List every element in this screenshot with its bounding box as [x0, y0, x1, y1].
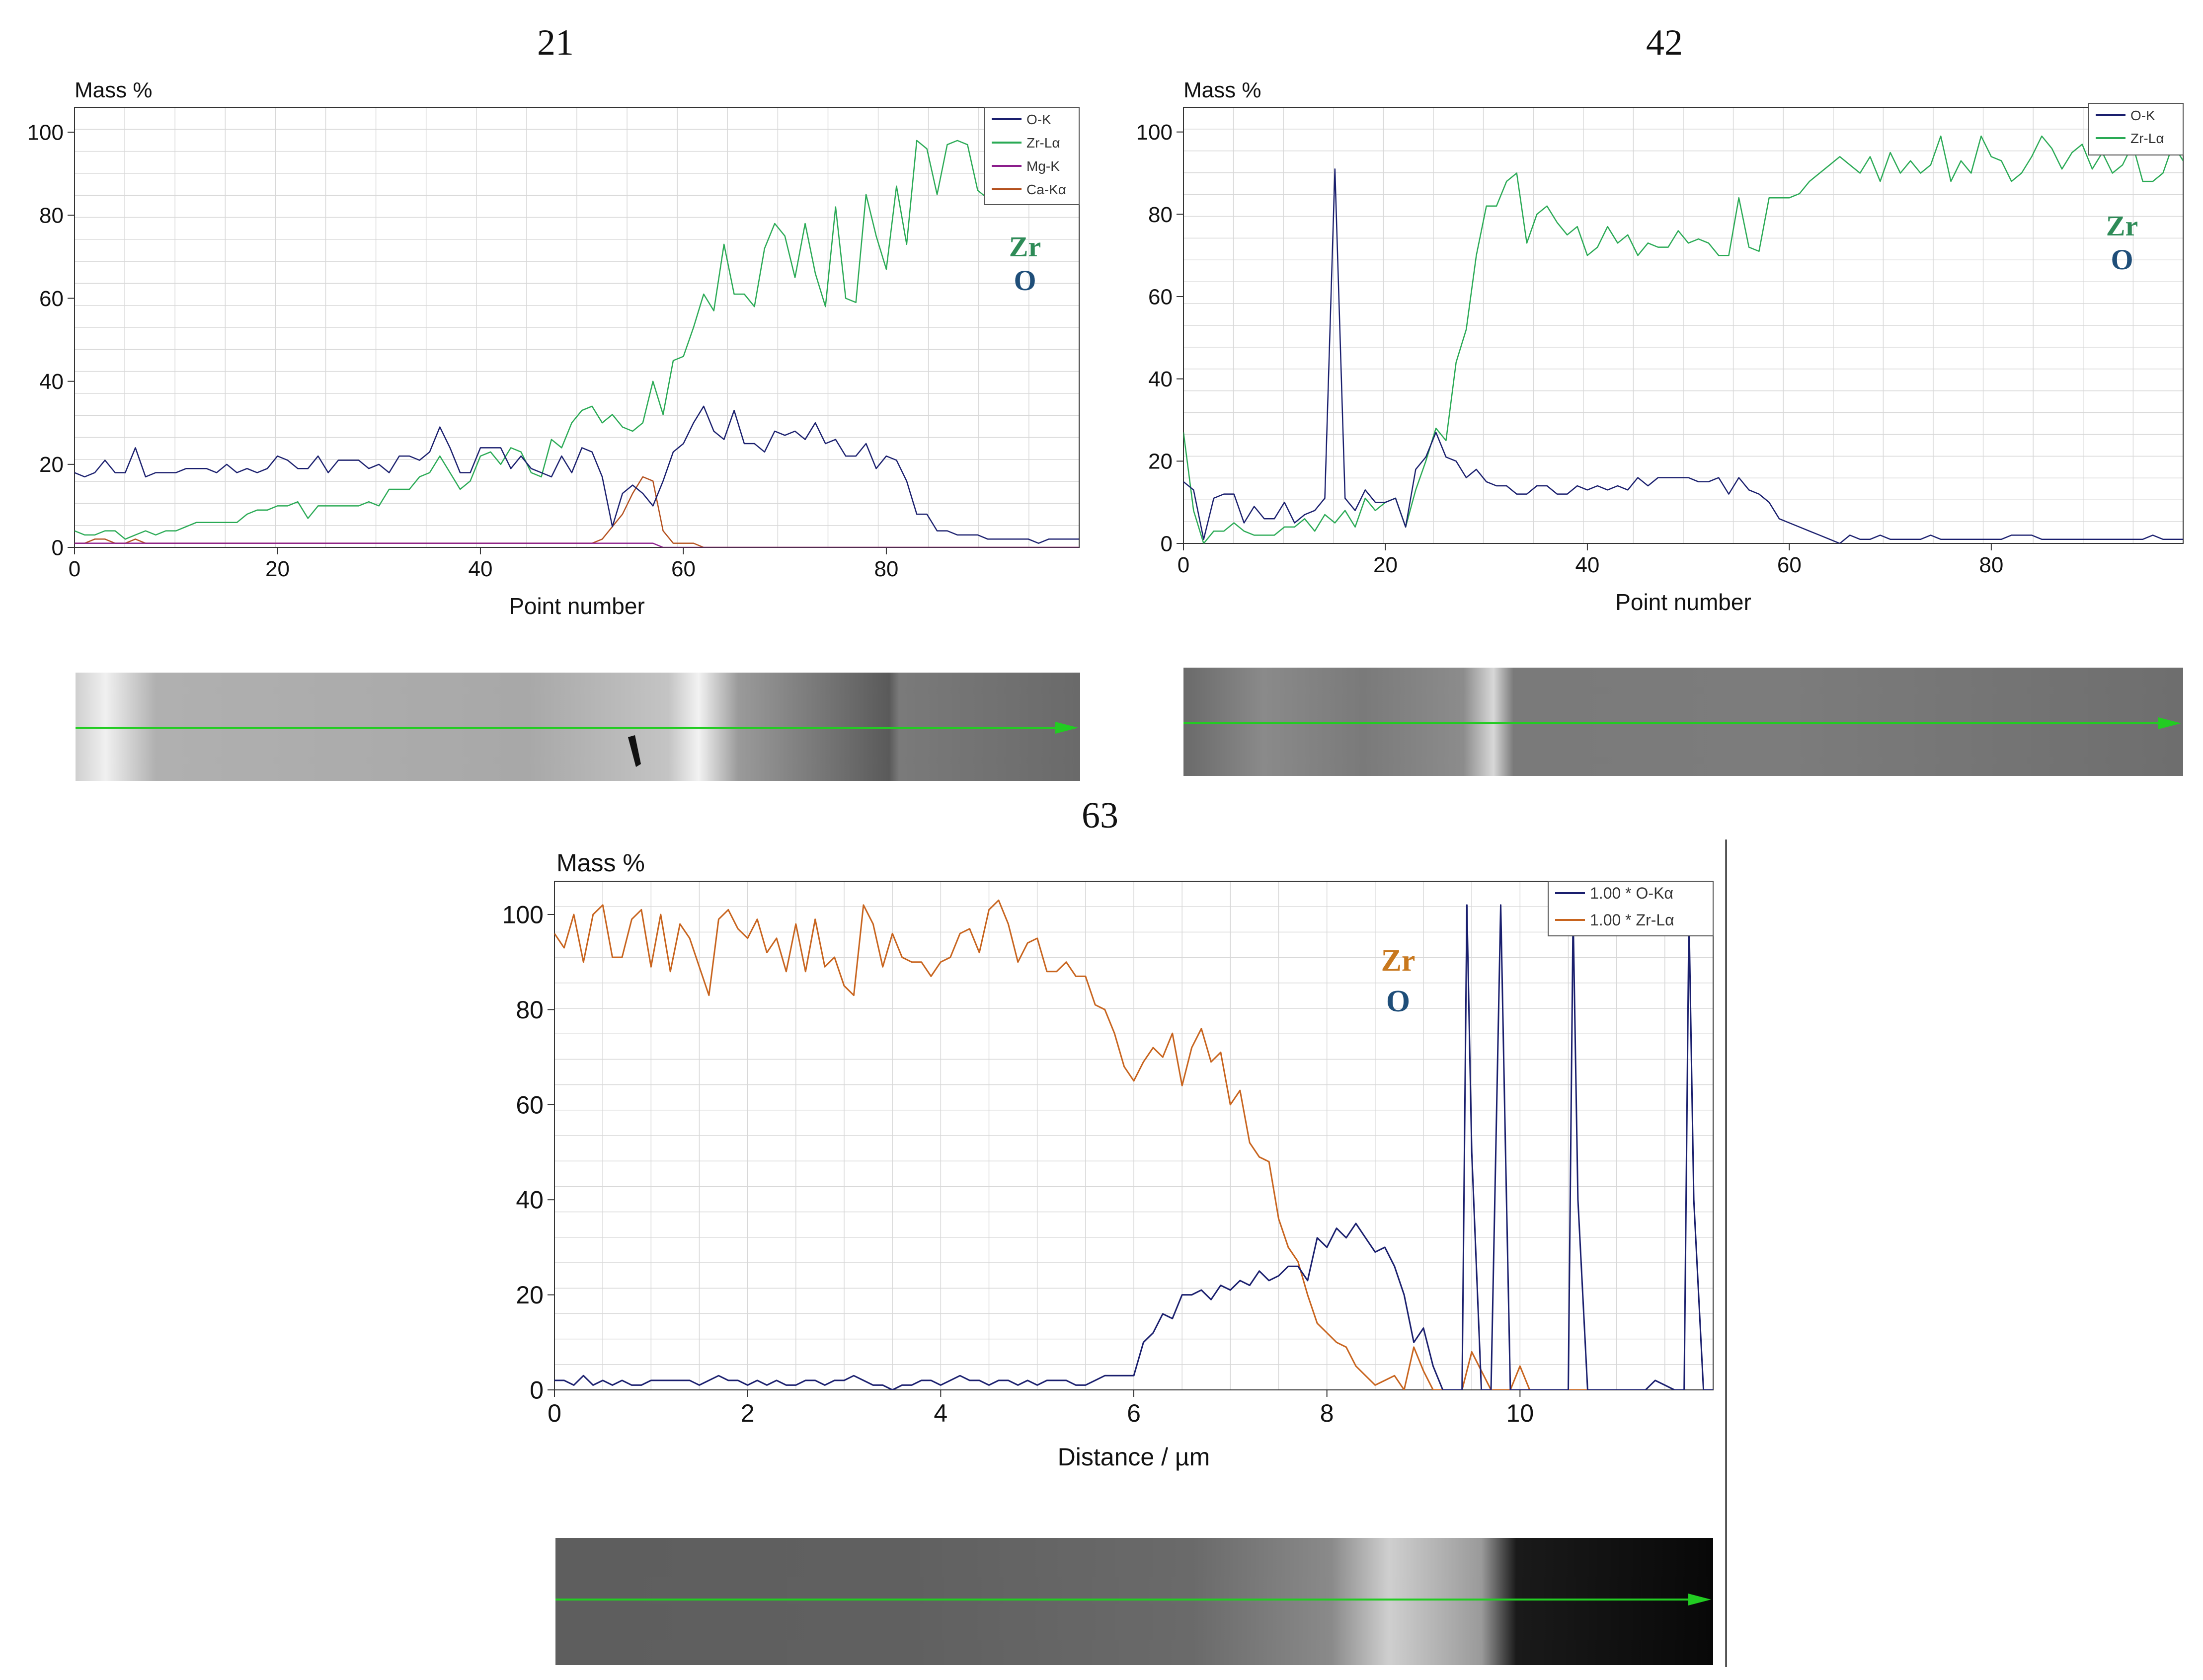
chart-63: 63 Mass % 0 20 40 60 80 100 0 2 4 6 8 10 Distance / µm… — [502, 795, 1714, 1471]
x-tick-label: 80 — [1979, 553, 2003, 577]
y-axis-label: Mass % — [75, 78, 152, 102]
scan-line-arrowhead — [1688, 1594, 1711, 1605]
series-line-o-k — [75, 405, 1079, 544]
y-axis-label: Mass % — [1183, 78, 1261, 102]
x-axis-label: Point number — [1615, 589, 1751, 615]
element-label-zr: Zr — [2106, 210, 2138, 242]
x-tick-label: 0 — [69, 557, 80, 581]
x-tick-label: 0 — [548, 1399, 561, 1427]
x-tick-label: 6 — [1127, 1399, 1141, 1427]
x-tick-label: 0 — [1178, 553, 1189, 577]
x-tick-label: 80 — [874, 557, 898, 581]
dark-particle — [628, 735, 641, 767]
element-label-zr: Zr — [1381, 944, 1416, 978]
element-label-zr: Zr — [1009, 230, 1041, 263]
y-tick-label: 20 — [516, 1281, 544, 1309]
legend-label: Zr-Lα — [2130, 131, 2164, 146]
sem-line-scan-image-3 — [555, 1538, 1713, 1665]
x-tick-label: 40 — [468, 557, 492, 581]
series-line-zr-l — [1183, 135, 2183, 543]
series-line-o-k — [1183, 168, 2183, 543]
legend-label: Ca-Kα — [1026, 182, 1066, 197]
element-label-o: O — [1014, 264, 1036, 297]
series-line-o-k — [554, 904, 1713, 1390]
y-tick-label: 20 — [39, 453, 64, 477]
legend-label: O-K — [2130, 108, 2155, 123]
legend-label: 1.00 * O-Kα — [1590, 884, 1673, 902]
x-tick-label: 2 — [741, 1399, 755, 1427]
x-tick-label: 8 — [1320, 1399, 1334, 1427]
y-tick-label: 80 — [1148, 203, 1173, 227]
y-tick-label: 80 — [516, 996, 544, 1024]
y-tick-label: 40 — [39, 370, 64, 394]
legend-label: Mg-K — [1026, 158, 1060, 174]
y-tick-label: 100 — [502, 901, 544, 928]
legend-label: Zr-Lα — [1026, 135, 1060, 151]
y-tick-label: 20 — [1148, 450, 1173, 474]
y-tick-label: 60 — [39, 287, 64, 311]
x-tick-label: 60 — [1777, 553, 1802, 577]
y-tick-label: 100 — [27, 121, 64, 145]
plot-frame — [1183, 107, 2184, 544]
chart-21: 21 Mass % 0 20 40 60 80 100 0 20 40 60 80 Point numbe… — [27, 22, 1080, 619]
series-line-zr-l — [554, 899, 1617, 1390]
y-tick-label: 0 — [1161, 532, 1173, 556]
x-tick-label: 20 — [265, 557, 290, 581]
panel-title: 21 — [537, 22, 574, 63]
x-axis-label: Point number — [509, 593, 645, 619]
sem-image-background — [555, 1538, 1713, 1665]
legend-label: O-K — [1026, 112, 1051, 127]
x-tick-label: 60 — [671, 557, 696, 581]
y-tick-label: 60 — [1148, 285, 1173, 309]
y-tick-label: 40 — [516, 1186, 544, 1214]
chart-42: 42 Mass % 0 20 40 60 80 100 0 20 40 60 80 Point numbe… — [1136, 22, 2184, 615]
panel-title: 63 — [1082, 795, 1118, 836]
legend: 1.00 * O-Kα 1.00 * Zr-Lα — [1548, 881, 1714, 936]
y-tick-label: 60 — [516, 1091, 544, 1119]
y-axis-label: Mass % — [556, 849, 645, 877]
element-label-o: O — [2111, 243, 2133, 276]
scan-line-arrowhead — [2158, 717, 2181, 729]
x-tick-label: 20 — [1373, 553, 1398, 577]
element-label-o: O — [1386, 985, 1410, 1018]
plot-frame — [74, 107, 1080, 548]
panel-title: 42 — [1646, 22, 1683, 63]
legend-box — [2088, 103, 2184, 155]
sem-image-background — [1183, 668, 2183, 776]
legend: O-K Zr-Lα — [2088, 103, 2184, 155]
x-axis-label: Distance / µm — [1058, 1443, 1210, 1471]
legend: O-K Zr-Lα Mg-K Ca-Kα — [984, 107, 1080, 205]
x-tick-label: 40 — [1575, 553, 1599, 577]
sem-line-scan-image-1 — [76, 673, 1080, 781]
x-tick-label: 4 — [934, 1399, 947, 1427]
y-tick-label: 0 — [52, 535, 64, 560]
x-tick-label: 10 — [1506, 1399, 1534, 1427]
y-tick-label: 40 — [1148, 367, 1173, 391]
legend-box — [1548, 881, 1714, 936]
y-tick-label: 80 — [39, 204, 64, 228]
y-tick-label: 100 — [1136, 120, 1173, 145]
legend-label: 1.00 * Zr-Lα — [1590, 911, 1674, 929]
y-tick-label: 0 — [530, 1376, 544, 1404]
series-line-zr-l — [75, 140, 1079, 540]
scan-line-arrowhead — [1055, 722, 1078, 734]
sem-line-scan-image-2 — [1183, 668, 2183, 776]
series-line-mg-k — [75, 542, 1079, 547]
